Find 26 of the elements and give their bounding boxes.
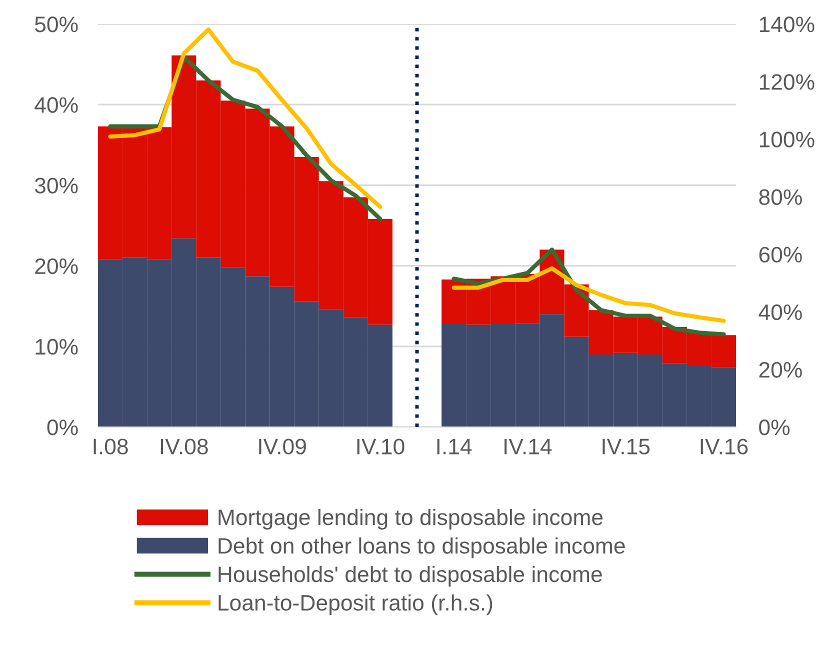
x-tick-label: IV.09 [259, 438, 306, 454]
y2-tick-label: 140% [760, 16, 814, 32]
x-tick-label: IV.15 [602, 438, 650, 454]
x-tick-label: IV.10 [357, 438, 404, 454]
legend-label: Loan-to-Deposit ratio (r.h.s.) [218, 594, 492, 616]
x-tick-label: I.08 [94, 438, 128, 454]
y2-tick-label: 40% [758, 304, 802, 320]
legend-label: Households' debt to disposable income [218, 566, 602, 587]
y-tick-label: 50% [34, 16, 78, 32]
y2-tick-label: 100% [760, 132, 814, 148]
y-tick-label: 40% [34, 97, 78, 113]
y2-tick-label: 20% [759, 362, 802, 378]
y-tick-label: 10% [36, 338, 78, 355]
y-tick-label: 20% [35, 258, 78, 274]
x-tick-label: IV.16 [700, 438, 748, 454]
y-tick-label: 0% [47, 420, 78, 436]
legend-label: Mortgage lending to disposable income [218, 508, 603, 530]
y2-tick-label: 120% [760, 74, 814, 90]
y-tick-label: 30% [34, 178, 78, 194]
x-tick-label: IV.08 [161, 438, 208, 454]
legend-label: Debt on other loans to disposable income [218, 537, 625, 558]
y2-tick-label: 0% [759, 420, 790, 436]
x-tick-label: IV.14 [504, 438, 552, 454]
y2-tick-label: 80% [759, 189, 802, 205]
y2-tick-label: 60% [759, 246, 802, 263]
x-tick-label: I.14 [437, 438, 472, 454]
